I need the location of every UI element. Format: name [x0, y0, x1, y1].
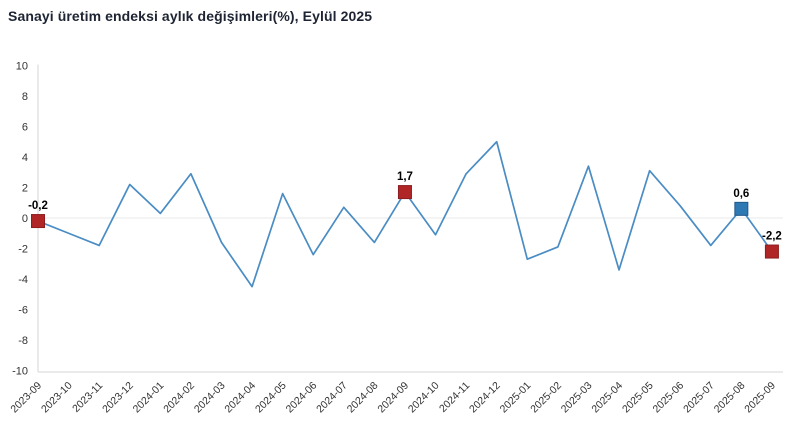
point-label: -0,2 [28, 200, 48, 212]
x-axis-label: 2024-09 [375, 380, 411, 416]
x-axis-label: 2024-08 [345, 380, 381, 416]
y-axis-label: -4 [18, 274, 28, 286]
series-line [37, 140, 773, 288]
x-axis-label: 2023-11 [70, 380, 105, 415]
y-axis-label: 8 [22, 91, 28, 103]
x-axis-label: 2024-07 [314, 380, 350, 416]
x-axis-label: 2024-04 [222, 380, 258, 416]
marker-2023-09 [31, 214, 45, 229]
x-axis-label: 2025-04 [589, 380, 625, 416]
point-label: -2,2 [762, 231, 782, 243]
x-axis-label: 2024-11 [437, 380, 472, 415]
y-axis-label: -6 [18, 305, 28, 317]
x-axis-label: 2025-02 [528, 380, 564, 416]
x-axis-label: 2025-07 [681, 380, 717, 416]
x-axis-label: 2025-08 [712, 380, 748, 416]
marker-2025-08 [734, 201, 749, 216]
x-axis-label: 2023-10 [39, 380, 75, 416]
y-axis-label: 4 [22, 152, 28, 164]
x-axis-label: 2024-03 [192, 380, 228, 416]
y-axis-label: 2 [22, 183, 28, 195]
marker-2025-09 [764, 244, 779, 259]
x-axis-label: 2025-06 [651, 380, 687, 416]
x-axis-label: 2024-10 [406, 380, 442, 416]
y-axis-label: -8 [18, 335, 28, 347]
y-axis-label: 10 [16, 61, 28, 73]
x-axis-label: 2024-06 [284, 380, 320, 416]
marker-2024-09 [397, 185, 412, 200]
x-axis-label: 2025-03 [559, 380, 595, 416]
x-axis-label: 2024-12 [467, 380, 503, 416]
x-axis-label: 2025-01 [498, 380, 534, 416]
point-label: 1,7 [397, 171, 413, 183]
y-axis-label: 0 [22, 213, 28, 225]
y-axis-label: -2 [18, 244, 28, 256]
x-axis-label: 2024-01 [131, 380, 167, 416]
chart-title: Sanayi üretim endeksi aylık değişimleri(… [8, 8, 373, 24]
x-axis-label: 2025-05 [620, 380, 656, 416]
point-label: 0,6 [733, 188, 749, 200]
x-axis-label: 2024-05 [253, 380, 289, 416]
x-axis-label: 2025-09 [742, 380, 778, 416]
y-axis-label: -10 [12, 366, 28, 378]
x-axis-label: 2023-09 [8, 380, 44, 416]
x-axis-label: 2024-02 [161, 380, 197, 416]
y-axis-label: 6 [22, 122, 28, 134]
x-axis-label: 2023-12 [100, 380, 136, 416]
